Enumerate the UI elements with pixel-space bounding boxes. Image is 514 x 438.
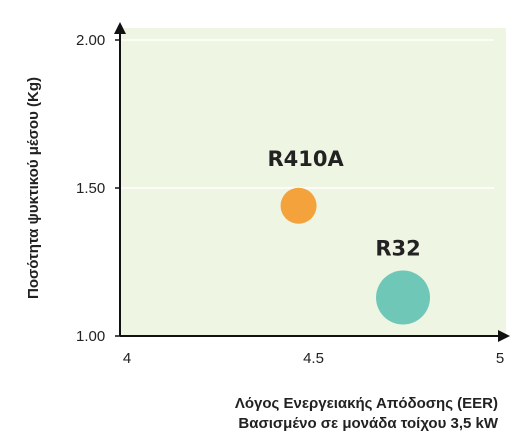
point-r410a [280,187,317,224]
point-label-r32: R32 [375,237,420,261]
x-tick-label: 4 [123,350,131,367]
x-axis-arrow-icon [498,330,510,342]
y-axis-arrow-icon [114,22,126,34]
y-tick-label: 1.00 [76,328,105,345]
y-tick-label: 2.00 [76,32,105,49]
x-tick-label: 5 [496,350,504,367]
x-axis-sublabel: Βασισμένο σε μονάδα τοίχου 3,5 kW [238,415,498,432]
point-r32 [376,270,431,325]
y-tick-label: 1.50 [76,180,105,197]
point-label-r410a: R410A [267,147,344,171]
y-axis-label: Ποσότητα ψυκτικού μέσου (Kg) [25,77,42,299]
x-tick-label: 4.5 [303,350,324,367]
plot-area [120,28,506,336]
x-axis-label: Λόγος Ενεργειακής Απόδοσης (EER) [234,395,498,412]
